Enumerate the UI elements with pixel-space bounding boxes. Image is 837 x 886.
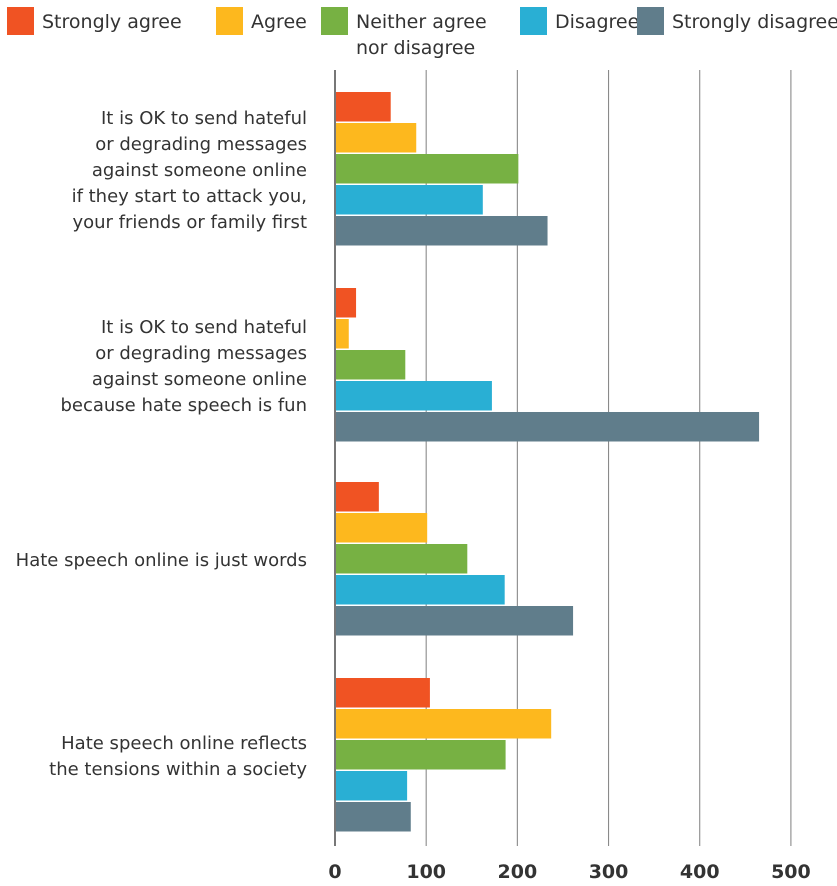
bar-2-strongly-agree [336, 288, 357, 318]
bar-3-agree [336, 513, 428, 543]
x-tick-label-0: 0 [328, 861, 341, 883]
x-axis-ticks: 0 100 200 300 400 500 [328, 861, 810, 883]
legend-label-neither-agree-nor-disagree: Neither agree nor disagree [356, 11, 487, 59]
bar-2-strongly-disagree [336, 412, 760, 442]
bar-1-strongly-disagree [336, 216, 548, 246]
bar-3-neither-agree-nor-disagree [336, 544, 468, 574]
legend-swatch-strongly-agree [7, 7, 34, 35]
bar-4-neither-agree-nor-disagree [336, 740, 506, 770]
legend-label-disagree: Disagree [555, 11, 639, 33]
legend-swatch-agree [216, 7, 243, 35]
bars [336, 92, 760, 832]
legend-swatch-disagree [520, 7, 547, 35]
bar-2-neither-agree-nor-disagree [336, 350, 406, 380]
bar-4-strongly-agree [336, 678, 430, 708]
bar-4-disagree [336, 771, 408, 801]
bar-3-strongly-agree [336, 482, 379, 512]
bar-1-neither-agree-nor-disagree [336, 154, 519, 184]
legend-label-agree: Agree [251, 11, 307, 33]
x-tick-label-200: 200 [498, 861, 538, 883]
category-label-3: Hate speech online is just words [16, 550, 307, 571]
bar-4-strongly-disagree [336, 802, 411, 832]
bar-3-disagree [336, 575, 505, 605]
x-tick-label-300: 300 [589, 861, 629, 883]
legend: Strongly agree Agree Neither agree nor disa… [7, 7, 837, 59]
legend-swatch-neither-agree-nor-disagree [321, 7, 348, 35]
x-tick-label-100: 100 [406, 861, 446, 883]
legend-swatch-strongly-disagree [637, 7, 664, 35]
legend-label-strongly-agree: Strongly agree [42, 11, 182, 33]
x-tick-label-400: 400 [680, 861, 720, 883]
bar-3-strongly-disagree [336, 606, 574, 636]
category-label-1: It is OK to send hateful or degrading mes… [72, 108, 307, 233]
bar-1-strongly-agree [336, 92, 391, 122]
x-tick-label-500: 500 [771, 861, 811, 883]
bar-4-agree [336, 709, 552, 739]
category-label-2: It is OK to send hateful or degrading mes… [60, 317, 307, 416]
bar-1-disagree [336, 185, 483, 215]
bar-2-agree [336, 319, 349, 349]
bar-1-agree [336, 123, 417, 153]
bar-2-disagree [336, 381, 492, 411]
category-label-4: Hate speech online reflects the tensions … [49, 733, 307, 780]
category-labels: It is OK to send hateful or degrading mes… [16, 108, 308, 780]
legend-label-strongly-disagree: Strongly disagree [672, 11, 837, 33]
